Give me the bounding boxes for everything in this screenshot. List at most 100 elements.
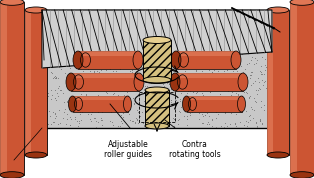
Point [223, 47, 228, 50]
Point [60, 116, 65, 119]
Point [88, 15, 93, 18]
Point [191, 50, 196, 53]
Point [193, 79, 198, 82]
Point [263, 66, 268, 68]
Ellipse shape [133, 51, 143, 69]
Point [69, 97, 74, 100]
Point [121, 43, 126, 46]
Point [220, 95, 225, 98]
Point [89, 59, 94, 62]
Point [92, 75, 97, 77]
Point [190, 91, 195, 94]
Point [189, 20, 194, 23]
Point [197, 86, 202, 88]
Point [66, 64, 71, 67]
Point [204, 44, 209, 47]
Point [183, 56, 188, 59]
Point [50, 53, 55, 56]
Point [84, 28, 89, 31]
Point [114, 86, 119, 88]
Point [169, 98, 174, 101]
Point [102, 42, 107, 45]
Point [72, 19, 77, 22]
Point [59, 88, 64, 91]
Point [106, 99, 111, 102]
Point [69, 109, 74, 112]
Point [54, 77, 59, 79]
Point [73, 118, 78, 121]
Point [56, 85, 61, 88]
Point [143, 29, 148, 32]
Point [133, 121, 138, 124]
Point [191, 76, 196, 78]
Point [54, 98, 59, 101]
Point [182, 105, 187, 108]
Point [185, 54, 190, 57]
Point [194, 20, 199, 22]
Point [193, 92, 198, 95]
Point [145, 32, 150, 35]
Point [150, 50, 155, 53]
Point [123, 106, 128, 109]
Point [137, 11, 142, 14]
Point [64, 118, 69, 121]
Point [178, 106, 183, 109]
Point [73, 49, 78, 52]
Point [52, 89, 57, 92]
Point [57, 62, 62, 65]
Point [130, 15, 135, 18]
Point [191, 63, 196, 66]
Point [192, 39, 197, 42]
Point [187, 110, 192, 113]
Point [58, 24, 63, 27]
Point [214, 74, 219, 77]
Point [137, 24, 142, 27]
Point [98, 27, 103, 30]
Point [55, 42, 60, 45]
Point [199, 109, 204, 112]
Point [257, 20, 262, 23]
Ellipse shape [66, 73, 76, 91]
Point [242, 82, 247, 85]
Point [121, 57, 126, 59]
Point [258, 72, 263, 75]
Point [175, 11, 180, 14]
Point [267, 75, 272, 78]
Point [243, 28, 248, 31]
Ellipse shape [182, 96, 191, 112]
Point [73, 86, 78, 89]
Point [182, 114, 187, 117]
Point [184, 92, 189, 95]
Point [216, 70, 221, 73]
Point [262, 14, 267, 17]
Point [41, 80, 46, 83]
Point [190, 18, 195, 21]
Point [122, 42, 127, 45]
Point [136, 37, 141, 40]
Point [64, 50, 69, 53]
Point [167, 35, 172, 37]
Point [104, 62, 109, 65]
Text: Contra
rotating tools: Contra rotating tools [169, 140, 221, 159]
Point [185, 88, 190, 91]
Point [88, 72, 93, 75]
Point [179, 17, 184, 19]
Point [180, 57, 185, 60]
Point [209, 62, 214, 65]
Point [52, 51, 57, 54]
Point [198, 45, 203, 48]
Point [69, 62, 74, 64]
Point [176, 119, 181, 122]
Point [81, 82, 86, 85]
Point [77, 59, 82, 62]
Point [204, 112, 209, 115]
Point [132, 65, 137, 68]
Point [111, 23, 116, 25]
Point [221, 71, 226, 74]
Point [213, 18, 218, 21]
Point [167, 83, 172, 85]
Point [54, 115, 59, 118]
Point [148, 92, 153, 95]
Point [234, 113, 239, 116]
Point [122, 75, 127, 78]
